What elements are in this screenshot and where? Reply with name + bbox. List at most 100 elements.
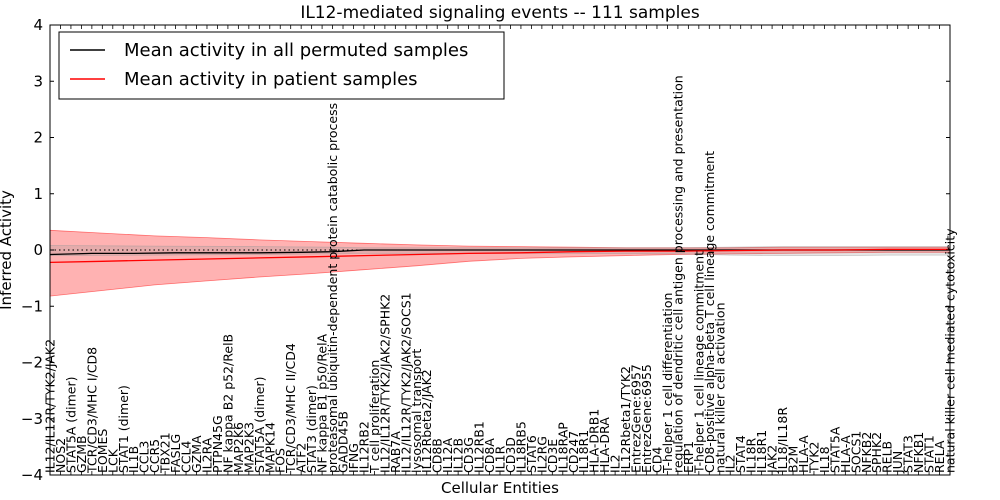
x-tick-label: CCL4 [179,441,194,473]
x-tick-label: IL12/IL12R/TYK2/JAK2/SOCS1 [398,292,413,473]
x-tick-label: EntrezGene:6955 [639,364,654,473]
x-tick-label: IL12RB1 [472,421,487,473]
x-tick-label: IL18R [744,437,759,473]
x-tick-label: CD8-positive alpha-beta T cell lineage c… [702,151,717,473]
x-tick-label: IL18R1 [576,430,591,473]
x-tick-label: T-helper 1 cell lineage commitment [691,251,706,474]
series-line-0 [49,249,950,256]
x-tick-label: GADD45B [336,411,351,473]
x-tick-label: JUN [890,451,905,474]
x-tick-label: proteasomal ubiquitin-dependent protein … [325,103,340,473]
y-tick-label: 3 [33,72,43,90]
x-tick-label: STAT3 (dimer) [304,385,319,473]
x-tick-label: IL1B [126,446,141,473]
x-tick-label: MAPK14 [262,422,277,473]
x-tick-label: RELA [932,440,947,473]
y-tick-label: 1 [33,185,43,203]
x-tick-label: natural killer cell activation [712,302,727,473]
x-tick-label: CD3D [503,437,518,473]
x-tick-label: TCR/CD3/MHC I/CD8 [84,347,99,474]
x-axis-label: Cellular Entities [441,479,559,497]
x-tick-label: IL1R [493,445,508,473]
x-tick-label: EntrezGene:6957 [629,364,644,473]
x-tick-label: SOCS1 [848,431,863,473]
x-tick-label: NFKB2 [859,432,874,473]
legend: Mean activity in all permuted samples Mea… [58,31,505,100]
x-tick-label: natural killer cell mediated cytotoxicit… [943,228,958,473]
x-tick-label: ERP1 [681,441,696,473]
x-tick-label: STAT1 (dimer) [116,385,131,473]
x-tick-label: IL12Rbeta1/TYK2 [618,366,633,473]
x-tick-label: EOMES [95,429,110,473]
y-tick-label: −2 [21,354,43,372]
x-tick-label: PTPN45G [210,415,225,473]
legend-label-0: Mean activity in all permuted samples [124,40,468,61]
x-tick-label: IL12Rbeta2/JAK2 [419,369,434,473]
x-tick-label: IL12A [440,437,455,473]
x-tick-label: IL12B [451,438,466,473]
x-tick-label: STAT5A [827,426,842,473]
x-tick-label: lysosomal transport [409,349,424,473]
x-tick-label: STAT1 [922,435,937,473]
y-tick-label: −4 [21,466,43,484]
x-tick-label: STAT5A (dimer) [252,377,267,473]
x-tick-label: NF kappa B2 p52/RelB [220,334,235,473]
x-tick-label: HLA-DRA [597,417,612,473]
x-tick-label: RELB [880,441,895,473]
x-tick-label: TYK2 [807,442,822,474]
legend-label-1: Mean activity in patient samples [124,69,418,90]
x-tick-label: MAP2K3 [241,422,256,473]
x-tick-label: JAK2 [765,445,780,474]
x-tick-label: IL12RB2 [357,421,372,473]
x-tick-label: TBX21 [158,432,173,474]
x-tick-label: GZMA [189,435,204,473]
x-tick-label: CD3G [461,437,476,473]
series-lines [49,248,950,264]
y-tick-label: 0 [33,241,43,259]
y-tick-label: −1 [21,297,43,315]
x-tick-label: CD8A [482,438,497,473]
x-tick-label: T-helper 1 cell differentiation [660,293,675,474]
x-tick-label: RAB7A [388,431,403,473]
x-tick-label: FASLG [168,434,183,473]
x-tick-label: IL18/IL18R [775,407,790,473]
x-tick-label: IL2RG [534,436,549,473]
x-tick-label: STAT5A (dimer) [63,377,78,473]
series-line-1 [49,248,950,264]
x-tick-label: GZMB [74,435,89,473]
x-tick-label: STAT4 [733,435,748,473]
x-tick-label: HLA-A [796,435,811,473]
x-tick-label: CD3E [545,439,560,473]
x-tick-label: IL12/IL12R/TYK2/JAK2/SPHK2 [377,294,392,473]
x-tick-label: IFNG [346,443,361,473]
x-tick-label: IL18R1 [754,430,769,473]
x-tick-label: T cell proliferation [367,360,382,474]
x-tick-label: CCR5 [147,439,162,473]
x-tick-label: HLA-A [838,435,853,473]
x-tick-label: LCK [105,448,120,473]
x-tick-label: CD247 [566,431,581,473]
x-tick-label: IL2RA [200,437,215,473]
x-tick-label: regulation of dendritic cell antigen pro… [670,75,685,473]
x-tick-label: NOS2 [53,438,68,473]
x-tick-label: B2M [786,446,801,473]
legend-box [58,31,505,100]
x-tick-label: HLA-DRB1 [587,409,602,473]
x-tick-label: IL18RB5 [513,421,528,473]
x-tick-label: IL2 [608,454,623,473]
x-tick-label: CD8B [430,438,445,473]
x-tick-label: STAT6 [524,435,539,473]
x-tick-label: IL12/IL12R/TYK2/JAK2 [43,339,58,473]
x-tick-label: CD4 [650,447,665,473]
x-tick-label: ATF2 [294,443,309,473]
y-axis-label: Inferred Activity [0,190,15,310]
x-tick-label: CCL3 [137,441,152,473]
x-tick-label: STAT3 [901,435,916,473]
axes: −4 −3 −2 −1 0 1 2 3 4 [21,16,951,484]
y-tick-label: −3 [21,410,43,428]
x-tick-label: IL18 [817,446,832,473]
x-tick-label: MAP2K6 [231,422,246,473]
x-tick-label: TCR/CD3/MHC II/CD4 [283,343,298,474]
